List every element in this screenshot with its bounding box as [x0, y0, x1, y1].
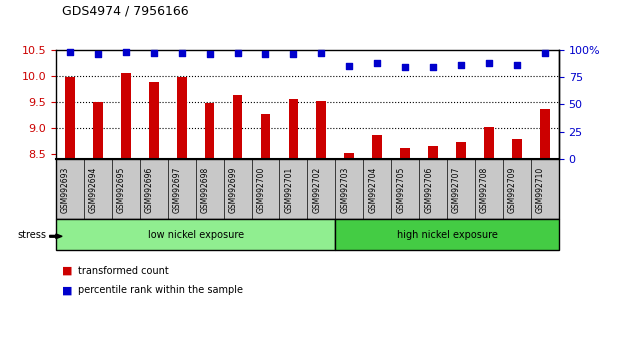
Text: GSM992708: GSM992708 — [480, 166, 489, 212]
Text: ■: ■ — [62, 266, 73, 276]
Point — [456, 62, 466, 68]
Text: GSM992705: GSM992705 — [396, 166, 405, 213]
Text: ■: ■ — [62, 285, 73, 295]
Text: GSM992693: GSM992693 — [61, 166, 70, 213]
Text: GSM992704: GSM992704 — [368, 166, 378, 213]
Point — [484, 60, 494, 65]
Bar — [205, 103, 214, 159]
Text: GSM992700: GSM992700 — [256, 166, 266, 213]
Text: GSM992703: GSM992703 — [340, 166, 349, 213]
Text: GSM992707: GSM992707 — [452, 166, 461, 213]
Text: GSM992706: GSM992706 — [424, 166, 433, 213]
Bar — [540, 109, 550, 159]
Bar — [149, 82, 158, 159]
Text: GSM992702: GSM992702 — [312, 166, 322, 212]
Bar — [317, 101, 326, 159]
Point — [400, 64, 410, 70]
Text: GSM992694: GSM992694 — [89, 166, 98, 213]
Bar — [121, 73, 130, 159]
Point — [428, 64, 438, 70]
Point — [204, 51, 215, 57]
Text: GSM992696: GSM992696 — [145, 166, 154, 213]
Bar — [345, 153, 354, 159]
Text: GSM992701: GSM992701 — [284, 166, 294, 212]
Point — [260, 51, 270, 57]
Bar — [65, 77, 75, 159]
Bar — [512, 139, 522, 159]
Point — [288, 51, 298, 57]
Point — [344, 63, 354, 69]
Point — [149, 50, 159, 56]
Text: GSM992699: GSM992699 — [229, 166, 237, 213]
Text: GSM992698: GSM992698 — [201, 166, 210, 212]
Point — [232, 50, 242, 56]
Point — [120, 49, 130, 55]
Point — [176, 50, 186, 56]
Point — [316, 50, 327, 56]
Bar — [233, 95, 242, 159]
Text: GSM992709: GSM992709 — [508, 166, 517, 213]
Text: transformed count: transformed count — [78, 266, 168, 276]
Text: GSM992695: GSM992695 — [117, 166, 125, 213]
Bar — [484, 127, 494, 159]
Text: GSM992710: GSM992710 — [536, 166, 545, 212]
Text: stress: stress — [17, 229, 47, 240]
Bar — [93, 102, 102, 159]
Text: low nickel exposure: low nickel exposure — [148, 229, 243, 240]
Point — [93, 51, 102, 57]
Text: percentile rank within the sample: percentile rank within the sample — [78, 285, 243, 295]
Bar — [373, 135, 382, 159]
Point — [540, 50, 550, 56]
Bar — [456, 142, 466, 159]
Text: GSM992697: GSM992697 — [173, 166, 182, 213]
Point — [512, 62, 522, 68]
Bar — [289, 99, 298, 159]
Bar — [428, 146, 438, 159]
Bar — [177, 77, 186, 159]
Text: high nickel exposure: high nickel exposure — [397, 229, 497, 240]
Point — [65, 49, 75, 55]
Point — [373, 60, 383, 65]
Text: GDS4974 / 7956166: GDS4974 / 7956166 — [62, 5, 189, 18]
Bar — [401, 148, 410, 159]
Bar — [261, 114, 270, 159]
